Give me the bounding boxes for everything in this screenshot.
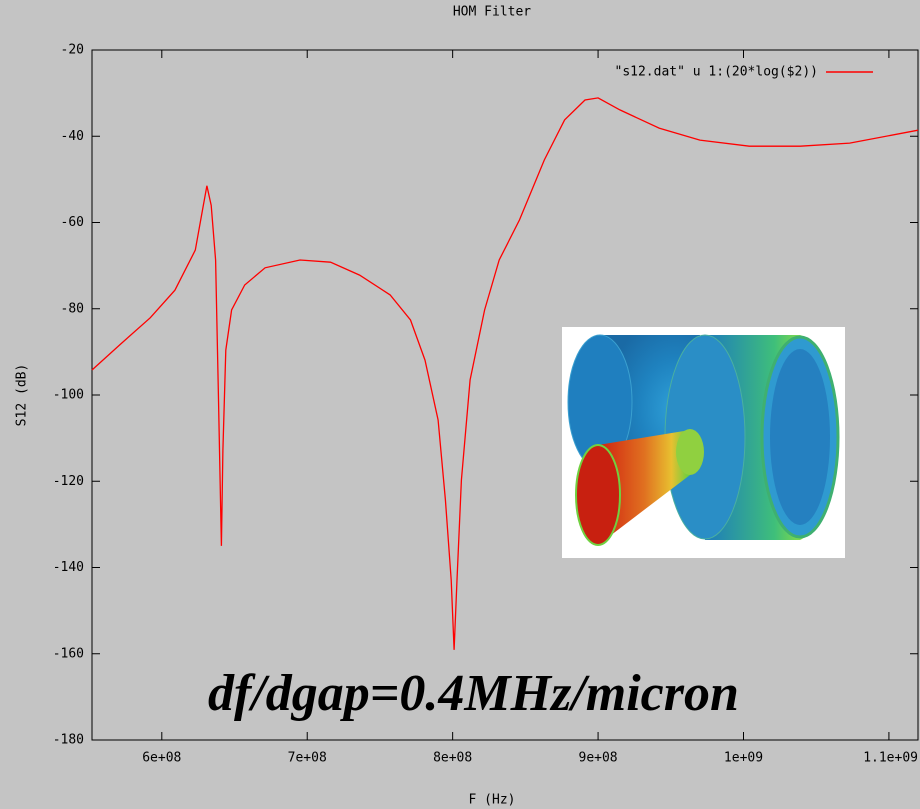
y-tick-label: -140 [53, 560, 84, 575]
y-tick-label: -80 [61, 301, 84, 316]
y-tick-label: -160 [53, 646, 84, 661]
chart: HOM Filter F (Hz) S12 (dB) -180 -160 -140 -… [0, 0, 920, 809]
y-tick-label: -60 [61, 215, 84, 230]
x-axis-label: F (Hz) [469, 793, 516, 808]
x-tick-label: 9e+08 [579, 751, 618, 766]
y-tick-label: -120 [53, 474, 84, 489]
x-tick-label: 8e+08 [433, 751, 472, 766]
y-tick-label: -180 [53, 733, 84, 748]
inset-image [562, 327, 845, 558]
x-tick-label: 7e+08 [288, 751, 327, 766]
x-tick-label: 1e+09 [724, 751, 763, 766]
chart-title: HOM Filter [453, 5, 531, 20]
y-axis-label: S12 (dB) [15, 364, 30, 427]
y-tick-label: -100 [53, 388, 84, 403]
inset-shape [576, 445, 620, 545]
page: {"chart_data": {"type": "line", "title":… [0, 0, 920, 809]
annotation: df/dgap=0.4MHz/micron [208, 665, 739, 722]
y-tick-label: -40 [61, 129, 84, 144]
y-tick-label: -20 [61, 43, 84, 58]
legend-label: "s12.dat" u 1:(20*log($2)) [615, 65, 819, 80]
inset-shape [676, 429, 704, 475]
x-tick-label: 1.1e+09 [863, 751, 918, 766]
x-tick-label: 6e+08 [142, 751, 181, 766]
inset-shape [770, 349, 830, 525]
